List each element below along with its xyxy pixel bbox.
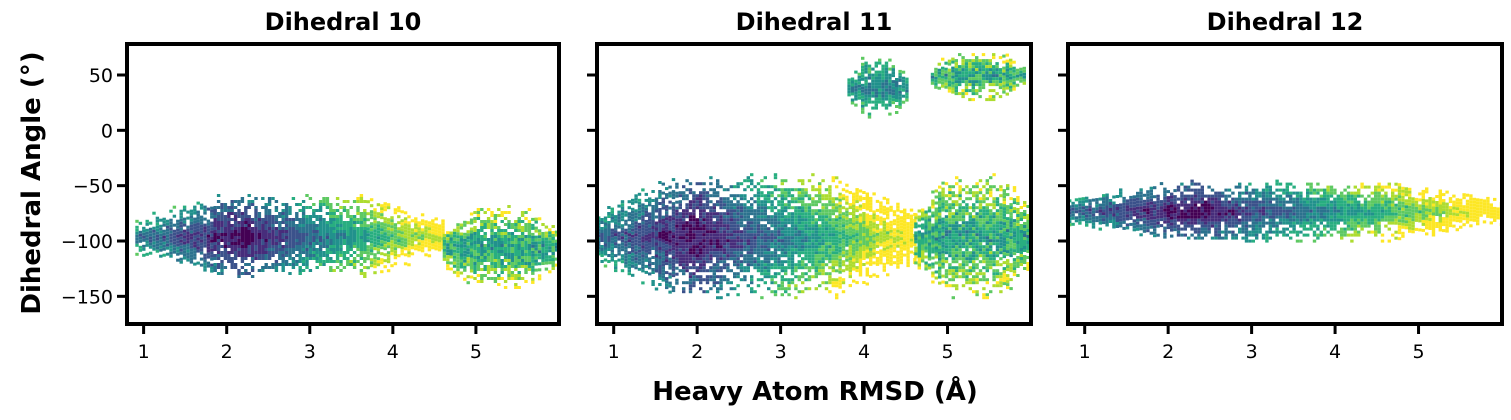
panel-1: Dihedral 10 1 2 3 4 5 50 0 −50 −100 −150 [61, 8, 561, 363]
plot-frame [125, 42, 561, 326]
panel-title: Dihedral 12 [1207, 8, 1364, 36]
x-tick-label: 2 [221, 341, 233, 363]
x-tick-label: 4 [858, 341, 870, 363]
x-tick-label: 2 [1162, 341, 1174, 363]
heatmap-cells [135, 194, 559, 289]
y-tick-label: 0 [101, 120, 113, 142]
x-axis-label: Heavy Atom RMSD (Å) [652, 375, 978, 407]
x-tick-label: 5 [1412, 341, 1424, 363]
heatmap-cells [597, 53, 1031, 300]
x-tick-label: 1 [608, 341, 620, 363]
x-tick-label: 3 [775, 341, 787, 363]
plot-frame [595, 42, 1033, 326]
x-tick-label: 1 [1079, 341, 1091, 363]
x-tick-label: 3 [304, 341, 316, 363]
x-tick-label: 3 [1246, 341, 1258, 363]
x-tick-label: 2 [691, 341, 703, 363]
heatmap-cells [1068, 179, 1502, 243]
panel-3: Dihedral 12 1 2 3 4 5 [1058, 8, 1504, 363]
x-tick-label: 5 [941, 341, 953, 363]
y-tick-label: −150 [61, 286, 113, 308]
x-tick-label: 5 [470, 341, 482, 363]
panel-title: Dihedral 10 [265, 8, 422, 36]
y-axis-label: Dihedral Angle (°) [17, 51, 47, 314]
panel-2: Dihedral 11 1 2 3 4 5 [587, 8, 1033, 363]
y-tick-label: 50 [89, 65, 113, 87]
y-tick-label: −100 [61, 231, 113, 253]
x-tick-label: 1 [138, 341, 150, 363]
x-tick-label: 4 [1329, 341, 1341, 363]
panel-title: Dihedral 11 [736, 8, 893, 36]
x-tick-label: 4 [387, 341, 399, 363]
plot-frame [1066, 42, 1504, 326]
y-tick-label: −50 [73, 176, 113, 198]
